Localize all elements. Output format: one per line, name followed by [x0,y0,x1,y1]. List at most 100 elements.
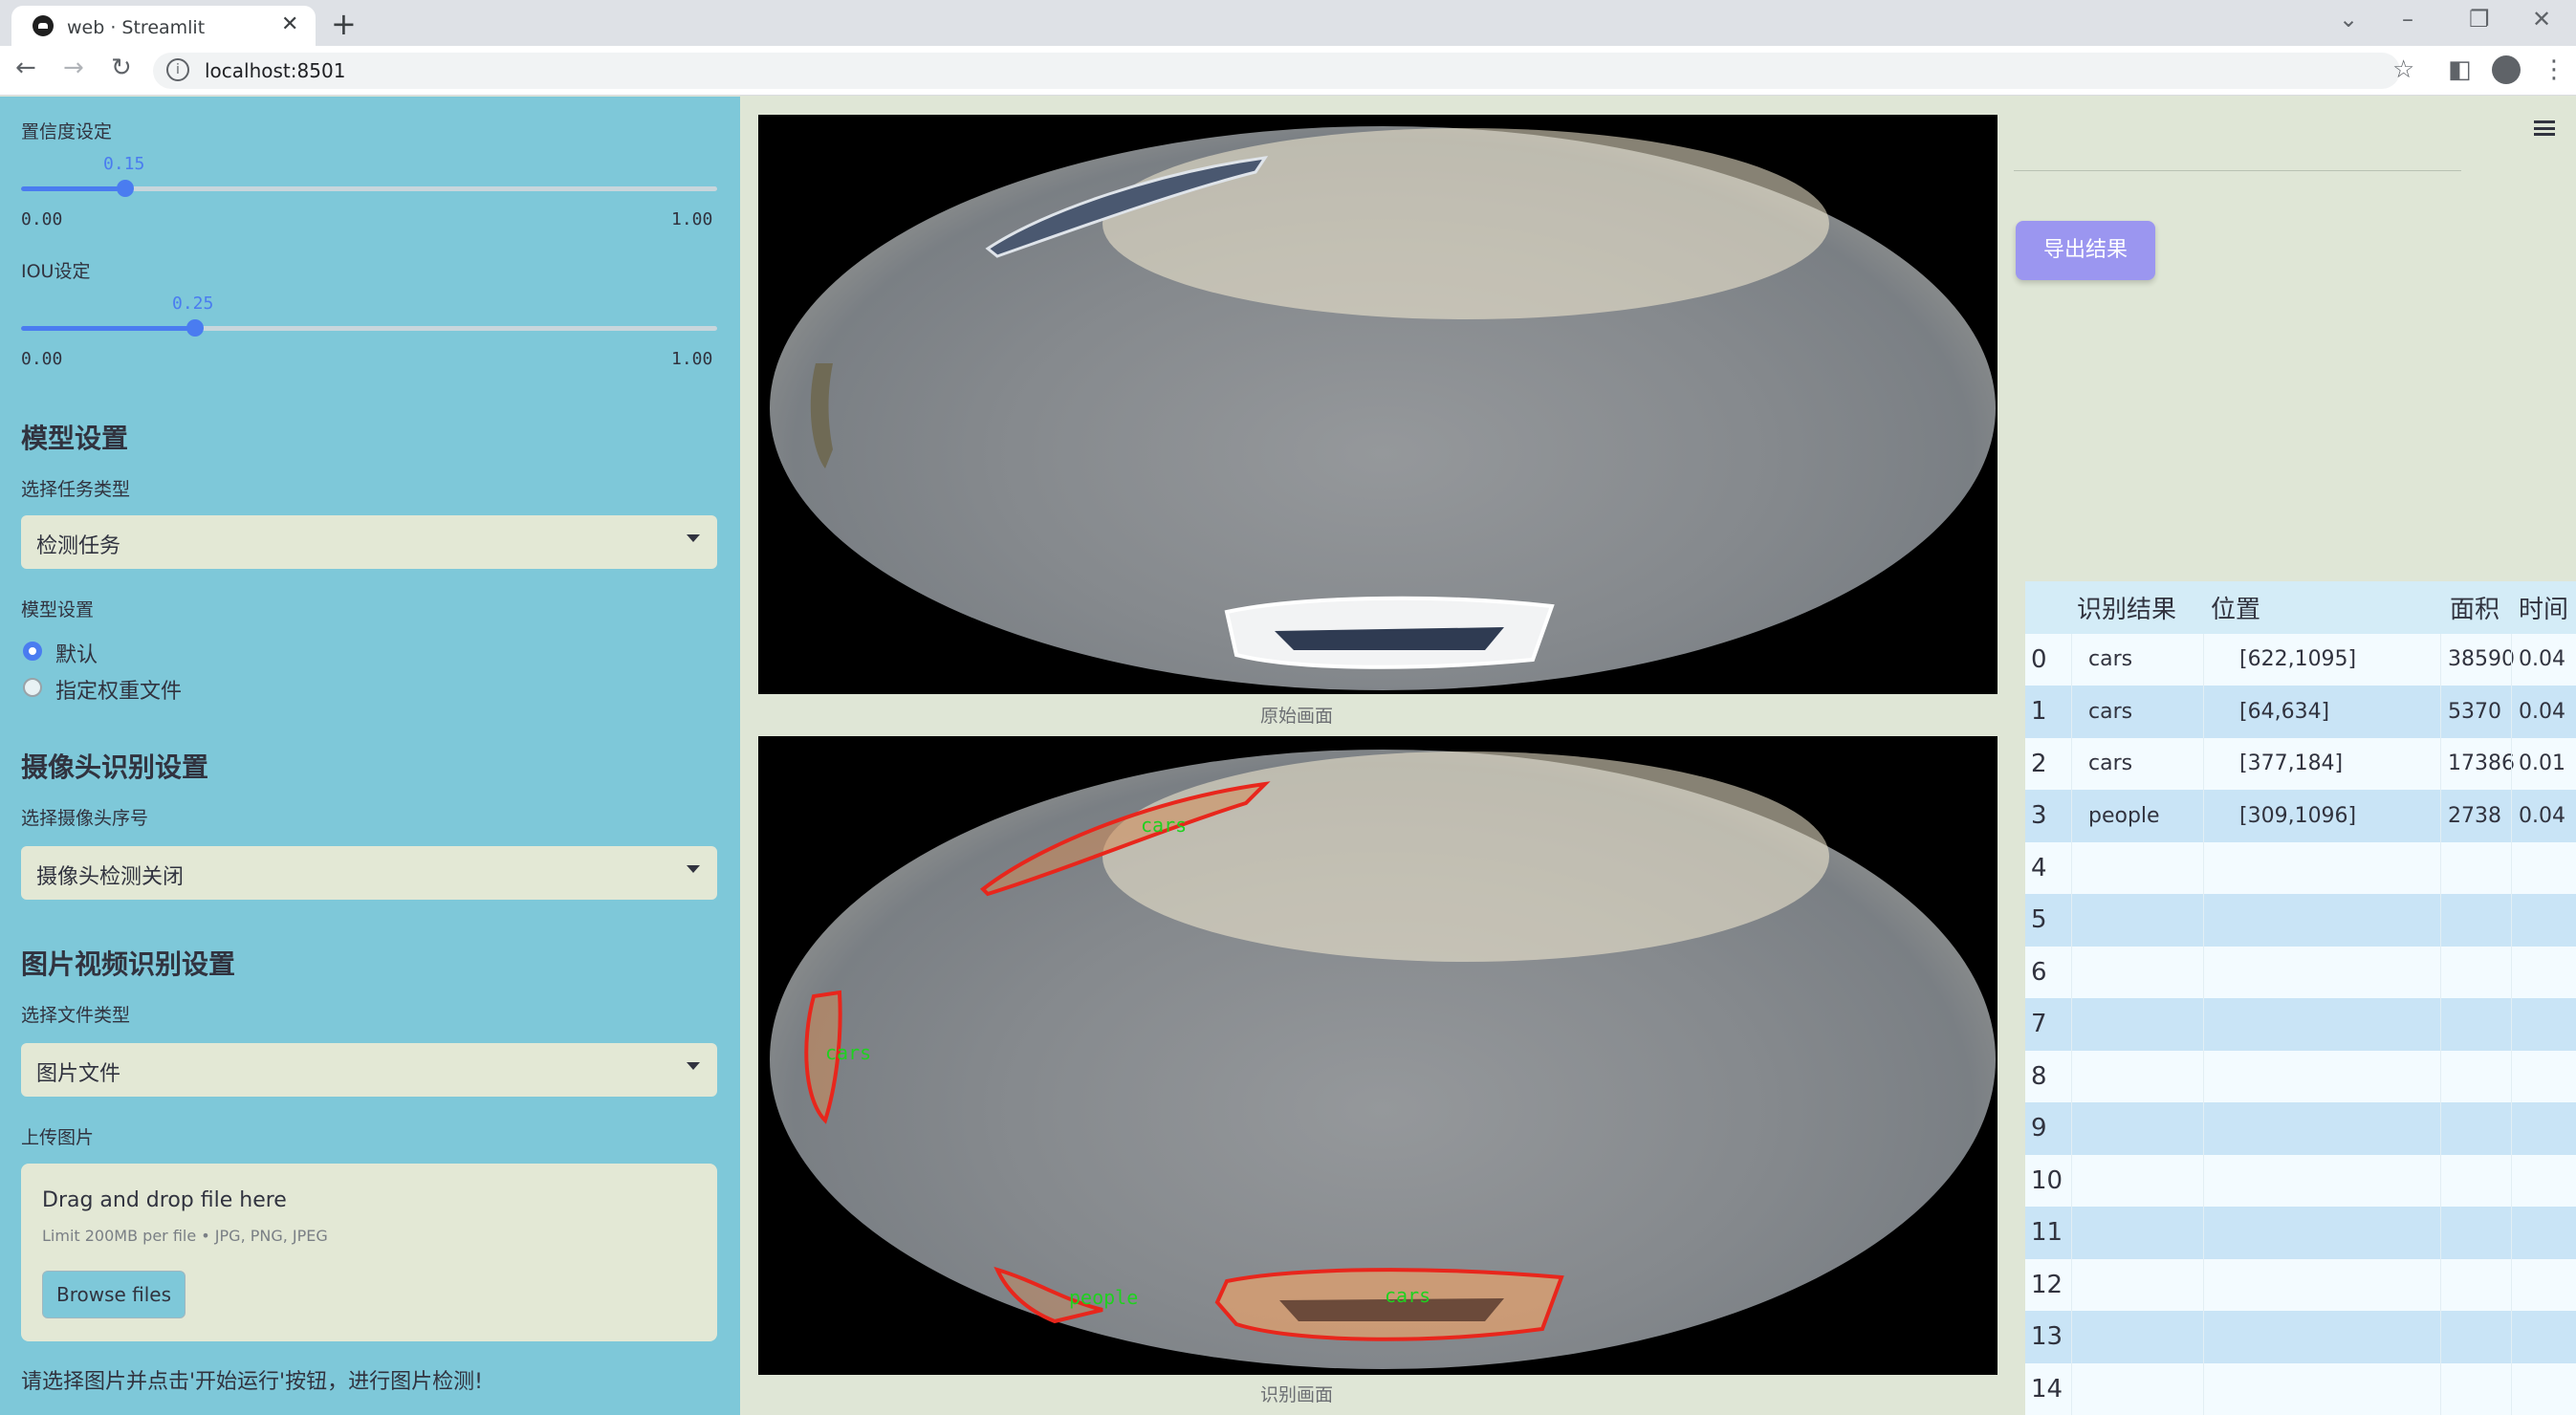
column-divider [2511,790,2512,842]
browser-menu-icon[interactable]: ⋮ [2542,55,2566,84]
column-header-position[interactable]: 位置 [2211,595,2261,624]
divider [2014,170,2461,171]
table-row[interactable]: 11 [2025,1207,2576,1259]
table-row[interactable]: 14 [2025,1362,2576,1415]
upload-image-label: 上传图片 [21,1127,95,1148]
column-divider [2440,894,2441,947]
restore-icon[interactable]: ❐ [2469,6,2490,33]
detection-label: cars [825,1041,871,1064]
row-index: 2 [2031,749,2047,778]
table-row[interactable]: 5 [2025,894,2576,947]
sidebar-hint-text: 请选择图片并点击'开始运行'按钮，进行图片检测! [21,1370,483,1394]
table-row[interactable]: 7 [2025,998,2576,1051]
camera-index-label: 选择摄像头序号 [21,808,149,829]
table-row[interactable]: 9 [2025,1102,2576,1155]
column-divider [2440,1207,2441,1259]
file-uploader-dropzone[interactable]: Drag and drop file here Limit 200MB per … [21,1164,717,1341]
forward-icon[interactable]: → [63,54,84,82]
camera-index-select[interactable]: 摄像头检测关闭 [21,846,717,900]
table-row[interactable]: 10 [2025,1154,2576,1207]
column-header-area[interactable]: 面积 [2450,595,2500,624]
sunlit-area [1102,751,1829,962]
radio-default[interactable] [23,642,42,661]
url-text[interactable]: localhost:8501 [205,59,346,82]
iou-value: 0.25 [172,294,214,314]
column-divider [2203,737,2204,790]
iou-slider-thumb[interactable] [186,319,204,337]
table-row[interactable]: 12 [2025,1258,2576,1311]
row-index: 8 [2031,1061,2047,1091]
confidence-slider-thumb[interactable] [117,180,135,197]
cell-result: cars [2088,751,2133,776]
browser-toolbar: ← → ↻ i localhost:8501 ☆ ◧ ⋮ [0,46,2576,96]
detection-overlays: cars cars people cars [804,781,1564,1341]
confidence-slider-fill [21,186,126,191]
column-divider [2203,841,2204,894]
detection-box-car-1 [979,781,1271,897]
column-divider [2511,1102,2512,1155]
file-type-select[interactable]: 图片文件 [21,1043,717,1097]
address-bar[interactable]: i localhost:8501 [153,53,2400,89]
column-divider [2440,686,2441,738]
column-divider [2071,1050,2072,1102]
iou-slider[interactable] [21,319,717,337]
table-row[interactable]: 13 [2025,1311,2576,1363]
table-row[interactable]: 6 [2025,946,2576,998]
table-row[interactable]: 0 cars [622,1095] 38590 0.04 [2025,633,2576,686]
iou-label: IOU设定 [21,261,91,282]
column-divider [2440,946,2441,998]
tab-close-icon[interactable]: ✕ [281,12,299,36]
reload-icon[interactable]: ↻ [111,54,132,82]
browse-files-button[interactable]: Browse files [42,1271,186,1318]
confidence-min: 0.00 [21,209,63,229]
export-results-button[interactable]: 导出结果 [2016,221,2155,280]
bookmark-star-icon[interactable]: ☆ [2392,55,2415,84]
detection-label: cars [1141,814,1187,837]
column-divider [2511,1050,2512,1102]
column-divider [2511,894,2512,947]
radio-custom-weights[interactable] [23,678,42,697]
column-divider [2071,998,2072,1051]
table-row[interactable]: 3 people [309,1096] 2738 0.04 [2025,790,2576,842]
table-row[interactable]: 2 cars [377,184] 17386 0.01 [2025,737,2576,790]
main-menu-icon[interactable] [2534,120,2555,136]
row-index: 11 [2031,1218,2063,1248]
file-type-value: 图片文件 [36,1062,121,1086]
tab-search-chevron-icon[interactable]: ⌄ [2339,6,2359,33]
new-tab-icon[interactable]: + [331,6,357,42]
camera-settings-heading: 摄像头识别设置 [21,751,209,783]
radio-default-label[interactable]: 默认 [55,643,98,667]
confidence-label: 置信度设定 [21,121,113,142]
column-divider [2203,686,2204,738]
browser-tab[interactable]: web · Streamlit ✕ [11,6,316,46]
column-header-time[interactable]: 时间 [2519,595,2569,624]
cell-position: [64,634] [2239,699,2330,724]
row-index: 14 [2031,1374,2063,1404]
table-row[interactable]: 1 cars [64,634] 5370 0.04 [2025,686,2576,738]
column-divider [2203,1311,2204,1363]
column-divider [2071,1207,2072,1259]
window-close-icon[interactable]: ✕ [2532,6,2552,33]
column-divider [2440,1362,2441,1415]
table-row[interactable]: 8 [2025,1050,2576,1102]
site-info-icon[interactable]: i [166,58,189,81]
profile-avatar-icon[interactable] [2492,55,2521,84]
iou-slider-fill [21,326,195,331]
minimize-icon[interactable]: – [2402,6,2413,33]
side-panel-icon[interactable]: ◧ [2448,55,2472,84]
column-header-result[interactable]: 识别结果 [2077,595,2177,624]
result-caption: 识别画面 [1260,1384,1334,1405]
task-type-select[interactable]: 检测任务 [21,515,717,569]
confidence-slider[interactable] [21,180,717,197]
column-divider [2203,633,2204,686]
chevron-down-icon [687,865,700,873]
radio-custom-weights-label[interactable]: 指定权重文件 [55,680,183,704]
confidence-value: 0.15 [103,154,145,174]
column-divider [2440,1050,2441,1102]
column-divider [2440,841,2441,894]
cell-position: [377,184] [2239,751,2344,776]
original-scene-objects [810,156,1555,669]
back-icon[interactable]: ← [15,54,36,82]
column-divider [2203,1362,2204,1415]
table-row[interactable]: 4 [2025,841,2576,894]
